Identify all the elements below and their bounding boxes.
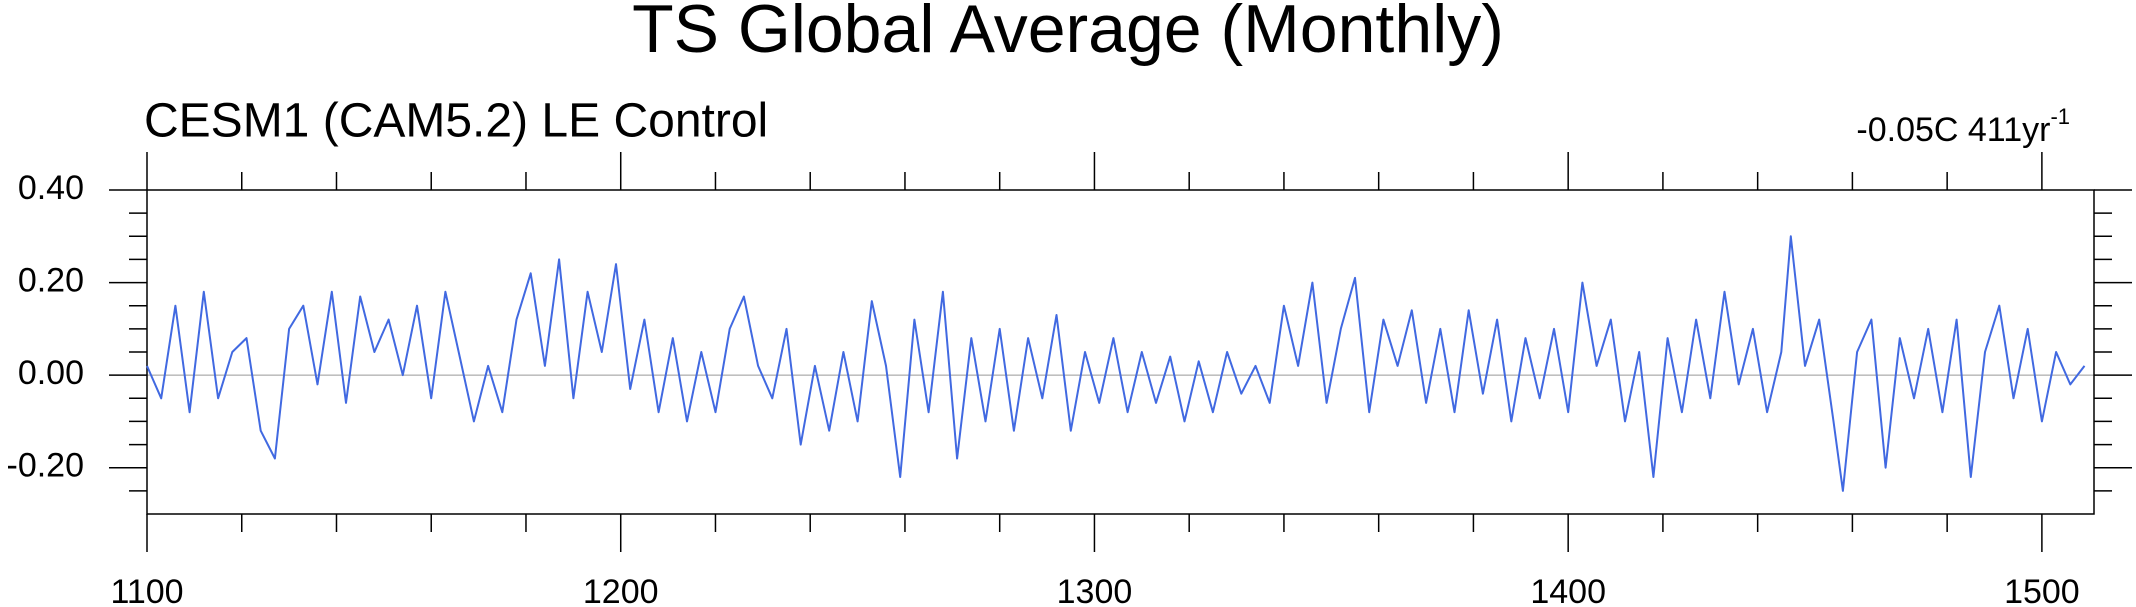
x-tick-label: 1100 [110, 573, 183, 607]
y-tick-label: -0.20 [7, 447, 85, 485]
x-tick-label: 1500 [2004, 573, 2080, 607]
chart-title: TS Global Average (Monthly) [632, 0, 1504, 67]
subtitle-right-sup: -1 [2050, 104, 2070, 129]
x-tick-label: 1200 [583, 573, 659, 607]
subtitle-left: CESM1 (CAM5.2) LE Control [144, 95, 768, 148]
plot-frame [146, 189, 2095, 515]
data-line [146, 235, 2086, 492]
y-tick-label: 0.00 [18, 354, 84, 392]
x-tick-label: 1400 [1530, 573, 1606, 607]
y-tick-label: 0.40 [18, 169, 84, 207]
x-tick-label: 1300 [1057, 573, 1133, 607]
y-tick-label: 0.20 [18, 262, 84, 300]
subtitle-right-text: -0.05C 411yr [1856, 111, 2050, 149]
subtitle-right: -0.05C 411yr-1 [1856, 104, 2070, 149]
